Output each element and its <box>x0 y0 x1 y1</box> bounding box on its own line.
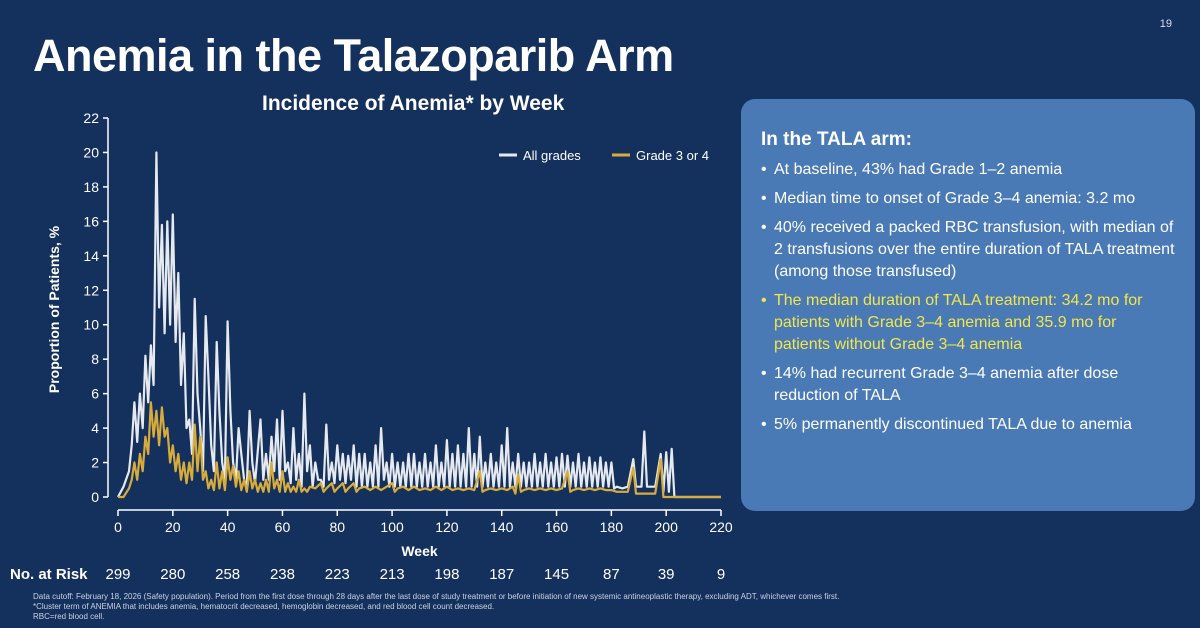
at-risk-label: No. at Risk <box>10 566 88 583</box>
series-grade-3-or-4-line <box>118 401 721 499</box>
chart-title: Incidence of Anemia* by Week <box>262 92 565 115</box>
at-risk-value: 258 <box>215 566 240 583</box>
y-tick-label: 8 <box>91 351 99 367</box>
x-tick-label: 160 <box>545 519 569 535</box>
y-tick-label: 12 <box>83 282 99 298</box>
slide-number: 19 <box>1159 18 1172 30</box>
x-tick-label: 0 <box>114 519 122 535</box>
info-bullet: At baseline, 43% had Grade 1–2 anemia <box>761 159 1175 181</box>
legend-label-grade-3-or-4: Grade 3 or 4 <box>636 148 709 163</box>
info-bullet: Median time to onset of Grade 3–4 anemia… <box>761 188 1175 210</box>
at-risk-value: 145 <box>544 566 569 583</box>
at-risk-value: 213 <box>380 566 405 583</box>
y-tick-label: 16 <box>83 213 99 229</box>
x-tick-label: 20 <box>165 519 181 535</box>
y-tick-label: 6 <box>91 386 99 402</box>
info-bullet: 5% permanently discontinued TALA due to … <box>761 414 1175 436</box>
y-tick-label: 2 <box>91 455 99 471</box>
x-tick-label: 220 <box>709 519 733 535</box>
y-axis-title: Proportion of Patients, % <box>46 225 62 393</box>
at-risk-value: 187 <box>489 566 514 583</box>
x-tick-label: 200 <box>655 519 679 535</box>
at-risk-value: 280 <box>160 566 185 583</box>
info-bullet-list: At baseline, 43% had Grade 1–2 anemia Me… <box>761 159 1175 436</box>
info-bullet: 40% received a packed RBC transfusion, w… <box>761 217 1175 283</box>
y-tick-label: 14 <box>83 248 99 264</box>
x-tick-label: 180 <box>600 519 624 535</box>
slide-title: Anemia in the Talazoparib Arm <box>33 30 674 81</box>
x-tick-label: 40 <box>220 519 236 535</box>
info-box: In the TALA arm: At baseline, 43% had Gr… <box>741 99 1195 511</box>
at-risk-value: 9 <box>717 566 725 583</box>
at-risk-value: 299 <box>105 566 130 583</box>
footnote-data-cutoff: Data cutoff: February 18, 2026 (Safety p… <box>33 592 840 601</box>
info-bullet: 14% had recurrent Grade 3–4 anemia after… <box>761 363 1175 407</box>
x-tick-label: 60 <box>275 519 291 535</box>
chart-legend: All grades Grade 3 or 4 <box>499 148 709 163</box>
info-bullet-highlighted: The median duration of TALA treatment: 3… <box>761 290 1175 356</box>
y-tick-label: 0 <box>91 489 99 505</box>
y-tick-label: 4 <box>91 420 99 436</box>
x-axis-title: Week <box>401 543 438 559</box>
y-tick-label: 18 <box>83 179 99 195</box>
chart-series <box>117 151 721 499</box>
series-all-grades-line <box>117 151 721 499</box>
y-tick-label: 10 <box>83 317 99 333</box>
at-risk-value: 87 <box>603 566 620 583</box>
legend-label-all-grades: All grades <box>523 148 581 163</box>
footnotes: Data cutoff: February 18, 2026 (Safety p… <box>33 592 1183 622</box>
x-tick-label: 140 <box>490 519 514 535</box>
x-tick-label: 100 <box>380 519 404 535</box>
footnote-abbreviation: RBC=red blood cell. <box>33 612 105 621</box>
footnote-anemia-definition: *Cluster term of ANEMIA that includes an… <box>33 602 495 611</box>
y-tick-label: 20 <box>83 144 99 160</box>
x-tick-label: 80 <box>329 519 345 535</box>
at-risk-value: 39 <box>658 566 675 583</box>
at-risk-value: 198 <box>434 566 459 583</box>
y-tick-label: 22 <box>83 110 99 126</box>
x-tick-label: 120 <box>435 519 459 535</box>
info-heading: In the TALA arm: <box>761 129 912 150</box>
at-risk-value: 223 <box>325 566 350 583</box>
at-risk-table: No. at Risk 299 280 258 238 223 213 198 187 145 87… <box>10 566 725 583</box>
at-risk-value: 238 <box>270 566 295 583</box>
